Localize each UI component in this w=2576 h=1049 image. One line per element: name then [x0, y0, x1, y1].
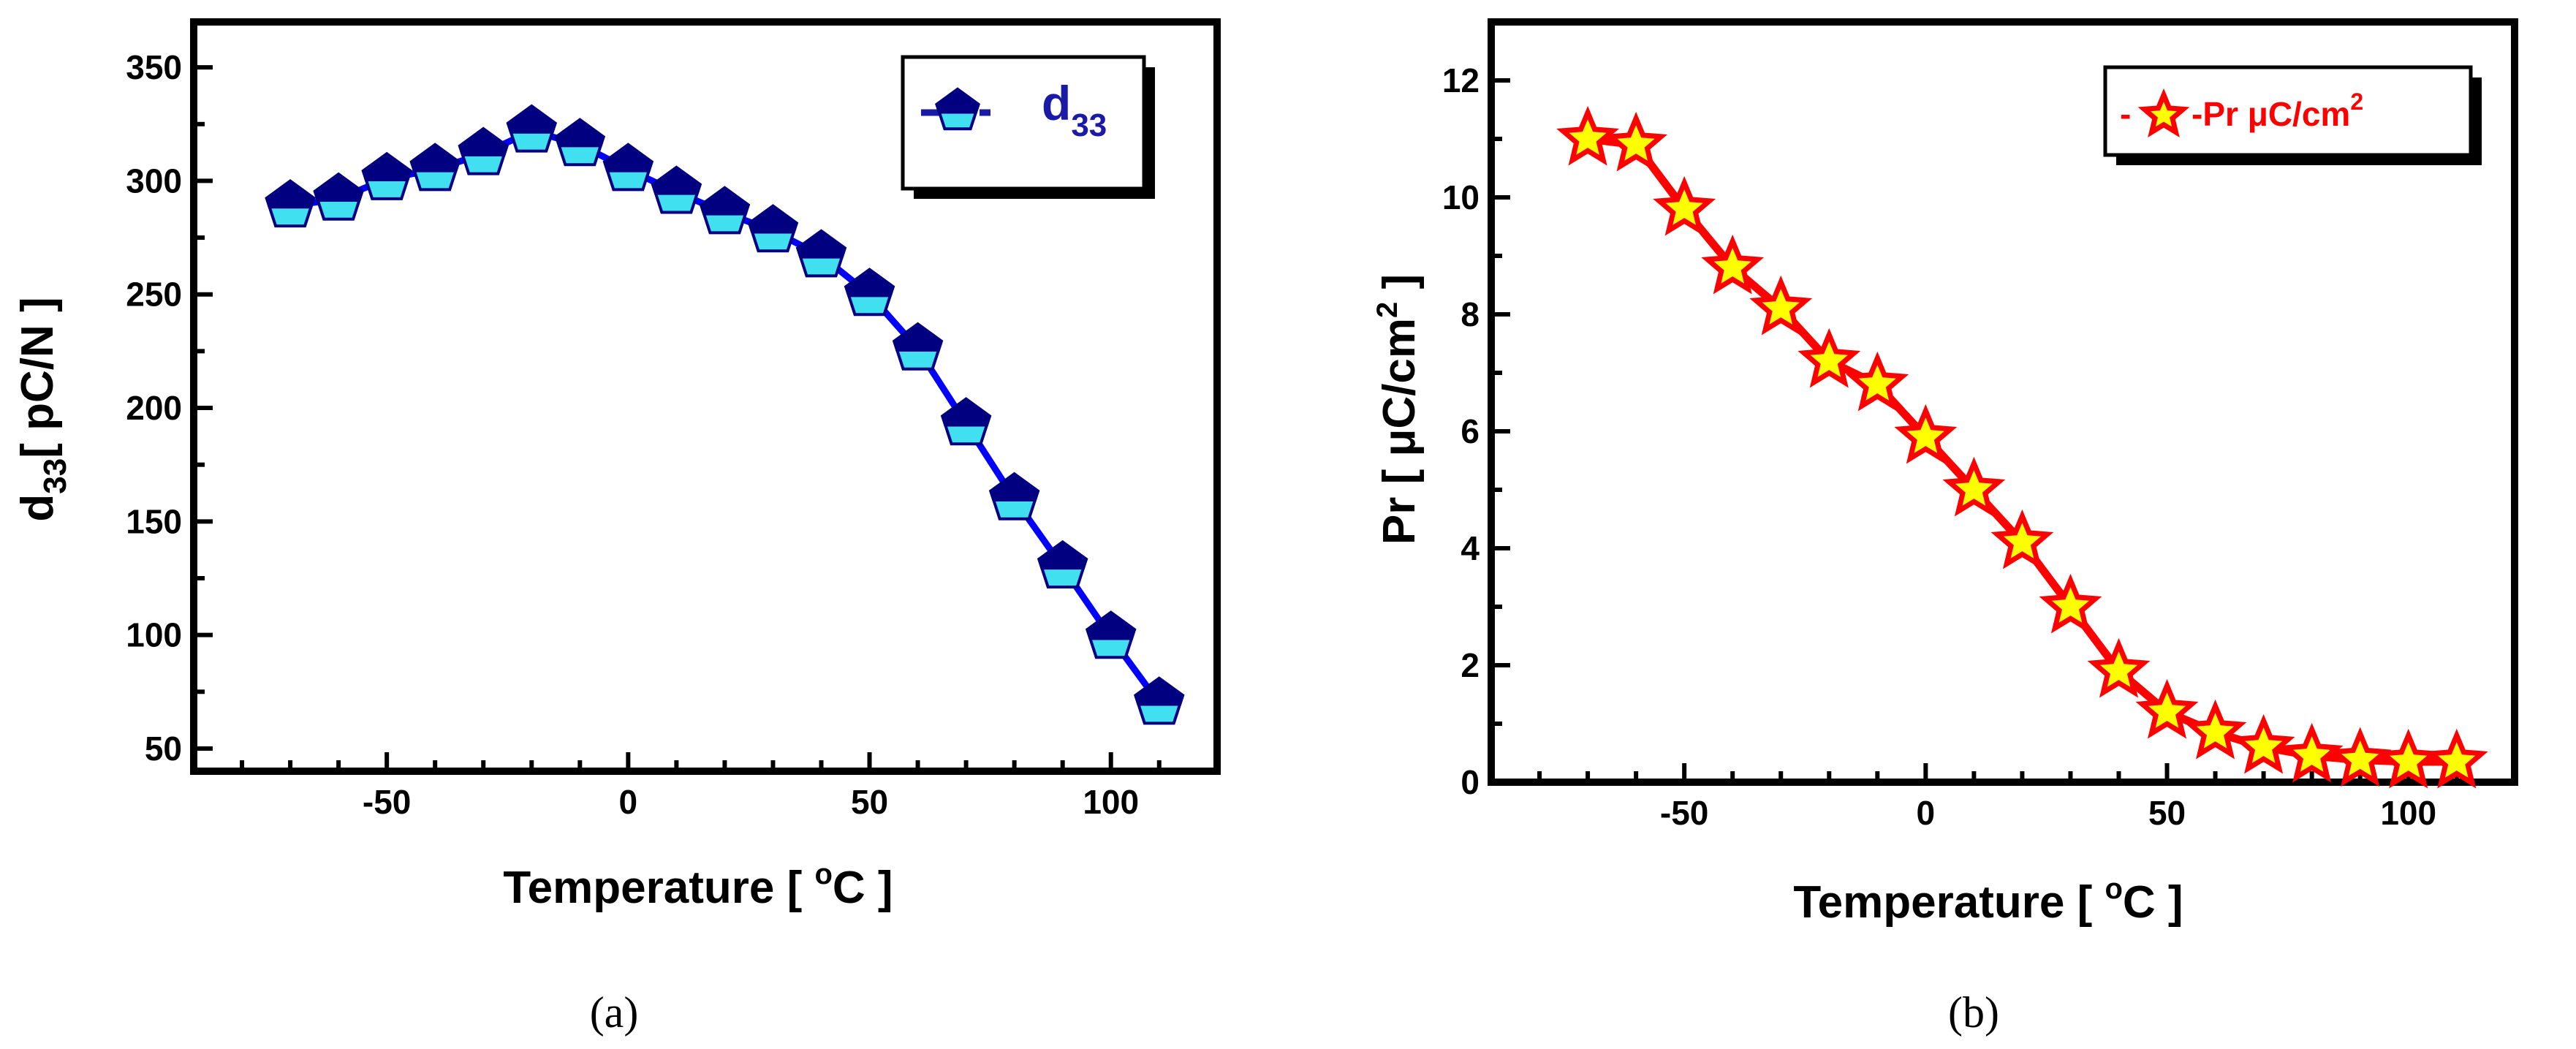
- data-point: [651, 165, 702, 214]
- data-point: [2183, 699, 2247, 760]
- x-tick-label: 50: [851, 783, 888, 821]
- data-point: [1605, 111, 1668, 172]
- data-point: [844, 268, 895, 317]
- y-tick-label: 100: [126, 616, 182, 654]
- y-tick-label: 0: [1461, 763, 1480, 801]
- legend-prefix-pr: -: [2120, 95, 2131, 133]
- data-point: [795, 229, 847, 278]
- y-tick-label: 4: [1461, 529, 1480, 567]
- data-point: [892, 322, 944, 371]
- data-point: [2039, 573, 2102, 634]
- y-tick-label: 150: [126, 502, 182, 540]
- data-point: [1942, 456, 2006, 517]
- x-tick-label: 100: [1083, 783, 1139, 821]
- legend-a: d33: [901, 55, 1155, 199]
- y-tick-label: 10: [1442, 178, 1480, 216]
- panel-b: -50 0 50 100 0 2 4 6 8 10 12 - -Pr μC/cm2 Temperat…: [1371, 18, 2518, 1037]
- x-tick-label: -50: [363, 783, 411, 821]
- y-axis-label-b: Pr [ μC/cm2 ]: [1371, 274, 1425, 545]
- panel-a: -50 0 50 100 50 100 150 200 250 300 350 d33 Temper…: [12, 18, 1221, 1037]
- y-tick-label: 200: [126, 389, 182, 427]
- data-point: [506, 104, 557, 153]
- data-point: [1797, 327, 1861, 388]
- data-point: [699, 186, 751, 235]
- x-tick-label: 50: [2148, 794, 2186, 832]
- data-point: [1653, 175, 1716, 236]
- legend-label-d33: d33: [1042, 76, 1107, 143]
- y-tick-label: 8: [1461, 295, 1480, 333]
- y-tick-label: 350: [126, 48, 182, 86]
- legend-star: [2137, 88, 2190, 138]
- legend-box-a: [901, 55, 1146, 191]
- data-point: [554, 118, 605, 167]
- y-tick-label: 2: [1461, 646, 1480, 684]
- data-point: [1556, 105, 1619, 166]
- data-point: [361, 151, 412, 200]
- x-tick-label: 0: [619, 783, 638, 821]
- caption-a: (a): [590, 988, 639, 1037]
- axes-a: -50 0 50 100 50 100 150 200 250 300 350: [126, 48, 1162, 821]
- data-point: [2328, 727, 2392, 787]
- x-tick-label: 100: [2380, 794, 2436, 832]
- data-point: [1990, 509, 2054, 569]
- y-tick-label: 50: [145, 730, 182, 768]
- data-point: [1894, 404, 1958, 464]
- data-point: [409, 143, 461, 192]
- data-point: [988, 472, 1040, 520]
- data-point: [313, 172, 364, 221]
- data-point: [2425, 728, 2488, 789]
- data-point: [602, 143, 654, 192]
- x-tick-label: -50: [1660, 794, 1708, 832]
- data-point: [2232, 713, 2295, 774]
- data-point: [1701, 234, 1765, 295]
- x-tick-label: 0: [1917, 794, 1936, 832]
- series-line: [1587, 135, 2457, 766]
- x-axis-label-b: Temperature [ oC ]: [1793, 873, 2183, 928]
- data-point: [265, 179, 316, 228]
- caption-b: (b): [1948, 988, 1999, 1037]
- data-point: [1086, 610, 1137, 659]
- legend-b: - -Pr μC/cm2: [2103, 65, 2482, 165]
- y-tick-label: 6: [1461, 412, 1480, 450]
- y-tick-label: 12: [1442, 61, 1480, 99]
- axes-b: -50 0 50 100 0 2 4 6 8 10 12: [1442, 20, 2459, 832]
- y-axis-label-a: d33[ pC/N ]: [12, 297, 73, 521]
- data-point: [1846, 351, 1909, 412]
- data-point: [1037, 539, 1088, 588]
- series-pr: [1556, 105, 2488, 789]
- series-d33: [265, 104, 1185, 725]
- plot-frame-a: [190, 18, 1221, 775]
- data-point: [2087, 637, 2151, 698]
- data-point: [2135, 678, 2199, 739]
- legend-label-pr: -Pr μC/cm2: [2192, 88, 2363, 133]
- data-point: [940, 397, 992, 446]
- legend-marker-d33: [935, 87, 980, 131]
- y-tick-label: 300: [126, 162, 182, 200]
- data-point: [2376, 728, 2440, 789]
- data-point: [747, 204, 799, 253]
- data-point: [2280, 722, 2344, 783]
- data-point: [458, 126, 509, 175]
- legend-pentagon: [935, 87, 980, 131]
- legend-marker-pr: [2137, 88, 2190, 138]
- data-point: [1134, 676, 1185, 725]
- y-tick-label: 250: [126, 276, 182, 314]
- x-axis-label-a: Temperature [ oC ]: [503, 858, 893, 913]
- data-point: [1749, 275, 1813, 336]
- plot-frame-b: [1488, 18, 2518, 786]
